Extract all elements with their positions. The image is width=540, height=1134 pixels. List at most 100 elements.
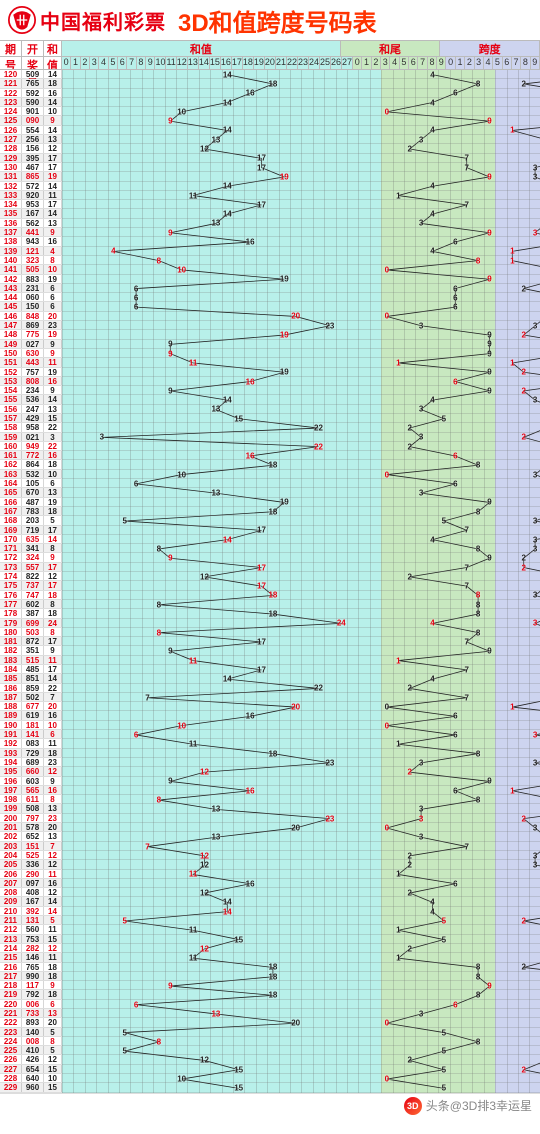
data-point: 18 [268,749,277,758]
data-point: 12 [200,861,209,870]
chart-grid: 1205091412176518122592161235901412490110… [0,70,540,1093]
data-point: 8 [476,461,480,470]
data-point: 13 [211,405,220,414]
data-point: 18 [268,610,277,619]
table-row: 21256011 [0,925,540,934]
table-row: 16567013 [0,488,540,497]
table-row: 22996015 [0,1083,540,1092]
table-row: 17063514 [0,535,540,544]
data-point: 2 [521,554,525,563]
data-point: 9 [168,340,172,349]
table-row: 1641056 [0,479,540,488]
table-row: 18187217 [0,637,540,646]
lottery-logo-icon [8,6,36,34]
table-row: 13257214 [0,182,540,191]
table-row: 2031517 [0,842,540,851]
data-point: 7 [464,200,468,209]
table-row: 19566012 [0,767,540,776]
data-point: 4 [430,535,434,544]
data-point: 6 [453,303,457,312]
data-point: 14 [223,182,232,191]
table-row: 13656213 [0,219,540,228]
table-row: 16648719 [0,498,540,507]
table-row: 21039214 [0,907,540,916]
data-point: 5 [442,1084,446,1093]
data-point: 6 [453,451,457,460]
data-point: 9 [487,554,491,563]
table-row: 1506309 [0,349,540,358]
data-point: 14 [223,126,232,135]
data-point: 2 [407,442,411,451]
data-point: 9 [168,228,172,237]
data-point: 11 [189,656,197,665]
data-point: 3 [419,321,423,330]
data-point: 18 [268,461,277,470]
data-point: 9 [168,647,172,656]
data-point: 8 [157,1037,161,1046]
data-point: 8 [157,600,161,609]
data-point: 18 [268,972,277,981]
data-point: 4 [430,907,434,916]
data-point: 11 [189,870,197,879]
table-row: 1713418 [0,544,540,553]
data-point: 3 [533,535,537,544]
data-point: 17 [257,200,266,209]
data-point: 8 [476,600,480,609]
data-point: 9 [487,777,491,786]
data-point: 9 [487,647,491,656]
table-row: 1682035 [0,516,540,525]
data-point: 0 [385,265,389,274]
table-row: 16971917 [0,526,540,535]
brand-text: 中国福利彩票 [40,6,166,35]
table-row: 13392011 [0,191,540,200]
table-row: 17969924 [0,619,540,628]
data-point: 18 [268,991,277,1000]
data-point: 18 [268,591,277,600]
table-row: 21375315 [0,935,540,944]
data-point: 1 [396,191,400,200]
table-row: 20709716 [0,879,540,888]
table-row: 1250909 [0,116,540,125]
data-point: 3 [533,544,537,553]
table-row: 12050914 [0,70,540,79]
data-point: 1 [510,126,514,135]
data-point: 3 [419,758,423,767]
table-row: 15275719 [0,368,540,377]
data-point: 20 [291,312,300,321]
data-point: 8 [476,963,480,972]
data-point: 11 [189,358,197,367]
data-point: 7 [145,693,149,702]
data-point: 9 [168,386,172,395]
table-row: 1490279 [0,340,540,349]
table-row: 17573717 [0,581,540,590]
table-row: 19950813 [0,804,540,813]
data-point: 12 [200,768,209,777]
table-row: 15624713 [0,405,540,414]
data-point: 6 [453,284,457,293]
table-row: 1776028 [0,600,540,609]
table-row: 20916714 [0,897,540,906]
data-point: 4 [430,98,434,107]
table-row: 20533612 [0,860,540,869]
data-point: 4 [430,396,434,405]
table-row: 12939517 [0,154,540,163]
data-point: 15 [234,1065,243,1074]
data-point: 2 [521,814,525,823]
table-row: 1911416 [0,730,540,739]
data-point: 6 [453,712,457,721]
table-row: 15742915 [0,414,540,423]
data-point: 0 [385,107,389,116]
table-row: 22864010 [0,1074,540,1083]
data-point: 4 [430,210,434,219]
data-point: 9 [487,498,491,507]
data-point: 5 [122,1047,126,1056]
table-row: 16353210 [0,470,540,479]
data-point: 5 [442,1065,446,1074]
data-point: 8 [476,256,480,265]
data-point: 6 [134,730,138,739]
table-row: 12815612 [0,144,540,153]
table-row: 1590213 [0,433,540,442]
data-point: 15 [234,935,243,944]
table-row: 22642612 [0,1055,540,1064]
table-row: 2231405 [0,1028,540,1037]
